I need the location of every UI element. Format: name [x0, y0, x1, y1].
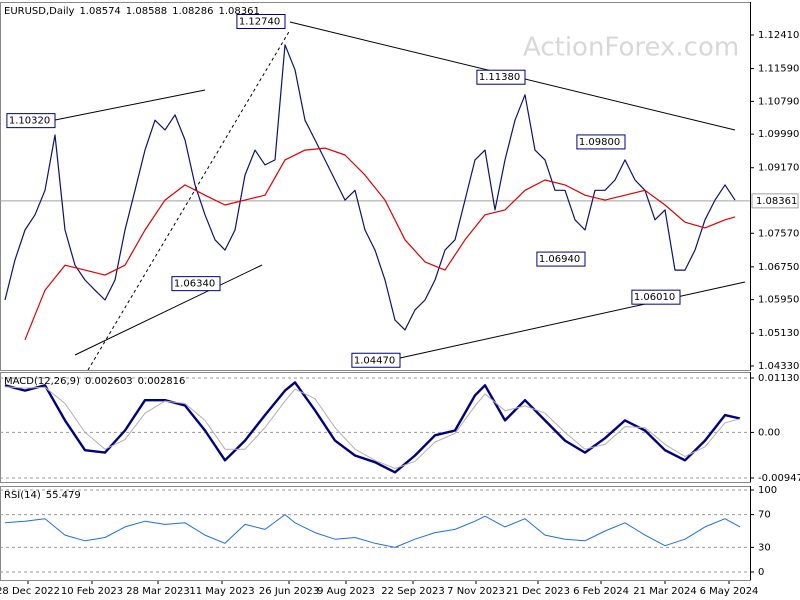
price-annotation-box — [236, 13, 286, 29]
watermark: ActionForex.com — [523, 33, 739, 63]
price-annotation-box — [576, 134, 626, 150]
y-tick-label: 1.05950 — [758, 295, 799, 306]
x-tick-label: 6 Feb 2024 — [573, 586, 629, 597]
price-annotation: 1.06010 — [634, 292, 675, 303]
price-annotation-box — [6, 113, 56, 129]
x-tick-label: 10 Feb 2023 — [61, 586, 123, 597]
last-price-label: 1.08361 — [756, 196, 797, 207]
y-tick-label: 1.11590 — [758, 64, 799, 75]
price-annotation-box — [171, 276, 221, 292]
panel-title-text: EURUSD,Daily — [4, 6, 75, 17]
x-tick-label: 11 May 2023 — [189, 586, 254, 597]
y-tick-label: 1.06750 — [758, 262, 799, 273]
series-line — [4, 386, 741, 469]
x-tick-label: 28 Mar 2023 — [126, 586, 189, 597]
series-line — [4, 381, 741, 474]
trendline — [399, 281, 746, 359]
price-annotation: 1.09800 — [579, 137, 620, 148]
header-value: 1.08286 — [172, 6, 213, 17]
trendline — [54, 89, 206, 121]
header-value: 55.479 — [46, 490, 81, 501]
y-tick-label: 0.011309 — [758, 373, 800, 384]
y-tick-label: 100 — [758, 485, 777, 496]
panel-title-text: MACD(12,26,9) — [4, 376, 80, 387]
price-annotation-box — [476, 69, 526, 85]
series-line — [24, 147, 736, 341]
y-tick-label: 1.10790 — [758, 96, 799, 107]
y-tick-label: 1.12410 — [758, 30, 799, 41]
y-tick-label: 1.09990 — [758, 129, 799, 140]
panel-title: EURUSD,Daily 1.08574 1.08588 1.08286 1.08361 — [4, 6, 260, 17]
x-tick-label: 6 May 2024 — [700, 586, 759, 597]
price-annotation: 1.11380 — [479, 72, 520, 83]
price-annotation-box — [351, 352, 401, 368]
series-line — [4, 514, 741, 548]
y-tick-label: 1.07570 — [758, 228, 799, 239]
header-value: 1.08588 — [126, 6, 167, 17]
y-tick-label: 30 — [758, 542, 771, 553]
header-value: 1.08574 — [79, 6, 120, 17]
x-tick-label: 21 Dec 2023 — [506, 586, 570, 597]
price-annotation-box — [536, 251, 586, 267]
y-tick-label: 0.00 — [758, 427, 780, 438]
price-annotation: 1.06340 — [174, 279, 215, 290]
x-tick-label: 22 Sep 2023 — [381, 586, 444, 597]
price-annotation: 1.06940 — [539, 254, 580, 265]
header-value: 0.002816 — [138, 376, 186, 387]
header-value: 0.002603 — [85, 376, 133, 387]
y-tick-label: 1.09170 — [758, 163, 799, 174]
price-annotation: 1.12740 — [239, 16, 280, 27]
price-annotation-box — [631, 289, 681, 305]
series-line — [4, 44, 736, 331]
header-value: 1.08361 — [219, 6, 260, 17]
last-price-box — [751, 193, 799, 209]
x-tick-label: 21 Mar 2024 — [633, 586, 696, 597]
x-tick-label: 7 Nov 2023 — [447, 586, 505, 597]
panel-title-text: RSI(14) — [4, 490, 41, 501]
x-tick-label: 28 Dec 2022 — [0, 586, 60, 597]
panel-title: MACD(12,26,9) 0.002603 0.002816 — [4, 376, 185, 387]
price-annotation: 1.10320 — [9, 116, 50, 127]
x-tick-label: 26 Jun 2023 — [259, 586, 319, 597]
trendline — [74, 264, 263, 356]
panel-title: RSI(14) 55.479 — [4, 490, 81, 501]
y-tick-label: 1.05130 — [758, 328, 799, 339]
y-tick-label: 70 — [758, 510, 771, 521]
y-tick-label: -0.009477 — [758, 473, 800, 484]
price-annotation: 1.04470 — [354, 355, 395, 366]
x-tick-label: 9 Aug 2023 — [317, 586, 375, 597]
y-tick-label: 0 — [758, 567, 764, 578]
y-tick-label: 1.04330 — [758, 361, 799, 372]
